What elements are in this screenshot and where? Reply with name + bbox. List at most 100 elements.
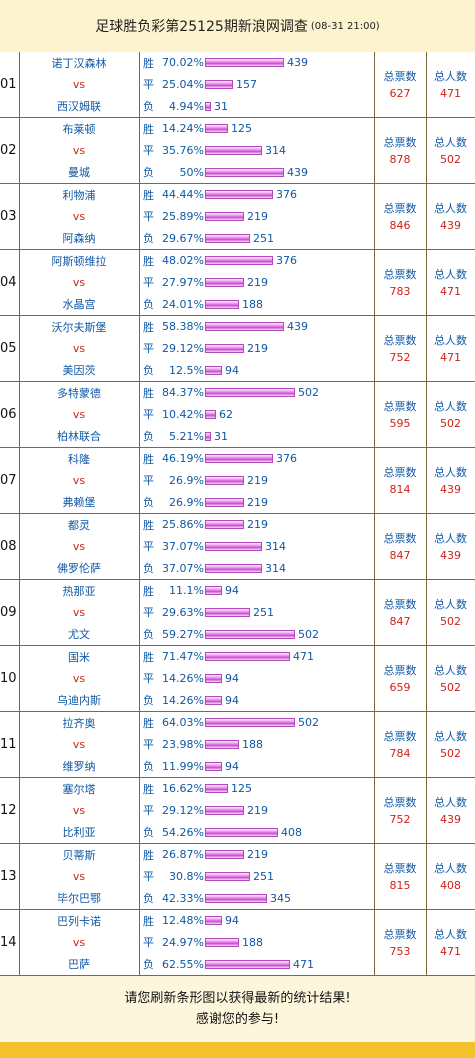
odds-label-draw: 平 bbox=[143, 342, 154, 356]
odds-block: 胜 25.86% 219 平 37.07% 314 负 37.07% bbox=[140, 514, 375, 579]
odds-line-lose: 负 42.33% 345 bbox=[140, 891, 374, 906]
odds-percent: 70.02% bbox=[162, 56, 204, 70]
vote-count: 251 bbox=[253, 605, 274, 619]
odds-line-win: 胜 26.87% 219 bbox=[140, 848, 374, 862]
vote-count: 94 bbox=[225, 759, 239, 773]
odds-label-lose: 负 bbox=[143, 826, 154, 840]
vs-label: vs bbox=[72, 209, 86, 223]
total-people-label: 总人数 bbox=[434, 333, 467, 347]
away-team: 西汉姆联 bbox=[57, 99, 101, 113]
odds-line-lose: 负 5.21% 31 bbox=[140, 429, 374, 444]
home-team: 阿斯顿维拉 bbox=[51, 255, 107, 269]
odds-line-draw: 平 10.42% 62 bbox=[140, 407, 374, 422]
vs-label: vs bbox=[72, 803, 86, 817]
total-people: 总人数 502 bbox=[426, 580, 475, 645]
match-number: 07 bbox=[0, 448, 20, 513]
odds-label-draw: 平 bbox=[143, 540, 154, 554]
home-team: 沃尔夫斯堡 bbox=[51, 321, 107, 335]
home-team: 诺丁汉森林 bbox=[51, 57, 107, 71]
total-people: 总人数 439 bbox=[426, 184, 475, 249]
match-number: 12 bbox=[0, 778, 20, 843]
vote-bar bbox=[205, 454, 273, 464]
odds-label-draw: 平 bbox=[143, 870, 154, 884]
vote-bar bbox=[205, 893, 267, 903]
vote-count: 188 bbox=[242, 737, 263, 751]
odds-percent: 64.03% bbox=[162, 716, 204, 730]
odds-line-win: 胜 11.1% 94 bbox=[140, 584, 374, 598]
odds-percent: 54.26% bbox=[162, 825, 204, 839]
odds-line-lose: 负 59.27% 502 bbox=[140, 627, 374, 642]
vote-bar-wrap bbox=[205, 520, 244, 530]
match-number: 13 bbox=[0, 844, 20, 909]
total-people-label: 总人数 bbox=[434, 597, 467, 611]
total-people-label: 总人数 bbox=[434, 69, 467, 83]
odds-percent: 71.47% bbox=[162, 650, 204, 664]
total-votes: 总票数 814 bbox=[374, 448, 427, 513]
vote-count: 439 bbox=[287, 56, 308, 70]
odds-line-lose: 负 24.01% 188 bbox=[140, 297, 374, 312]
away-team: 比利亚 bbox=[62, 825, 96, 839]
odds-line-draw: 平 35.76% 314 bbox=[140, 143, 374, 158]
match-teams: 多特蒙德 vs 柏林联合 bbox=[19, 382, 140, 447]
home-team: 都灵 bbox=[68, 519, 90, 533]
vote-count: 471 bbox=[293, 957, 314, 971]
odds-percent: 5.21% bbox=[169, 429, 204, 443]
thanks-notice: 感谢您的参与! bbox=[195, 1012, 280, 1027]
vote-bar bbox=[205, 827, 278, 837]
total-votes: 总票数 847 bbox=[374, 580, 427, 645]
vote-bar bbox=[205, 739, 239, 749]
vote-bar bbox=[205, 563, 262, 573]
away-team: 美因茨 bbox=[62, 363, 96, 377]
match-teams: 贝蒂斯 vs 毕尔巴鄂 bbox=[19, 844, 140, 909]
vote-bar bbox=[205, 233, 250, 243]
home-team: 布莱顿 bbox=[62, 123, 96, 137]
total-people: 总人数 502 bbox=[426, 118, 475, 183]
total-people-value: 439 bbox=[440, 218, 461, 232]
vote-bar bbox=[205, 718, 295, 728]
home-team: 贝蒂斯 bbox=[62, 849, 96, 863]
match-teams: 诺丁汉森林 vs 西汉姆联 bbox=[19, 52, 140, 117]
odds-block: 胜 11.1% 94 平 29.63% 251 负 59.27% bbox=[140, 580, 375, 645]
vote-bar bbox=[205, 211, 244, 221]
odds-label-draw: 平 bbox=[143, 276, 154, 290]
odds-label-lose: 负 bbox=[143, 364, 154, 378]
total-votes-label: 总票数 bbox=[383, 465, 417, 479]
vote-count: 439 bbox=[287, 165, 308, 179]
vote-count: 94 bbox=[225, 671, 239, 685]
odds-label-draw: 平 bbox=[143, 936, 154, 950]
match-row: 08 都灵 vs 佛罗伦萨 胜 25.86% 219 平 37.07% bbox=[0, 514, 475, 580]
odds-label-win: 胜 bbox=[143, 320, 154, 334]
vote-bar bbox=[205, 629, 295, 639]
odds-percent: 26.87% bbox=[162, 848, 204, 862]
odds-percent: 25.86% bbox=[162, 518, 204, 532]
match-teams: 利物浦 vs 阿森纳 bbox=[19, 184, 140, 249]
vs-label: vs bbox=[72, 341, 86, 355]
odds-line-draw: 平 23.98% 188 bbox=[140, 737, 374, 752]
odds-label-lose: 负 bbox=[143, 694, 154, 708]
odds-block: 胜 84.37% 502 平 10.42% 62 负 5.21% bbox=[140, 382, 375, 447]
total-votes-label: 总票数 bbox=[383, 69, 417, 83]
total-votes-value: 878 bbox=[389, 152, 411, 166]
match-row: 13 贝蒂斯 vs 毕尔巴鄂 胜 26.87% 219 平 30.8% bbox=[0, 844, 475, 910]
match-row: 02 布莱顿 vs 曼城 胜 14.24% 125 平 35.76% bbox=[0, 118, 475, 184]
odds-label-lose: 负 bbox=[143, 760, 154, 774]
vs-label: vs bbox=[72, 473, 86, 487]
survey-date: (08-31 21:00) bbox=[310, 20, 380, 32]
vote-count: 502 bbox=[298, 716, 319, 730]
odds-label-win: 胜 bbox=[143, 848, 154, 862]
vote-count: 94 bbox=[225, 363, 239, 377]
odds-percent: 14.26% bbox=[162, 693, 204, 707]
odds-percent: 25.04% bbox=[162, 77, 204, 91]
total-people-label: 总人数 bbox=[434, 267, 467, 281]
total-people-value: 471 bbox=[440, 284, 461, 298]
vote-bar-wrap bbox=[205, 916, 222, 926]
odds-block: 胜 12.48% 94 平 24.97% 188 负 62.55% bbox=[140, 910, 375, 975]
total-people: 总人数 471 bbox=[426, 316, 475, 381]
total-votes-label: 总票数 bbox=[383, 201, 417, 215]
match-teams: 热那亚 vs 尤文 bbox=[19, 580, 140, 645]
vote-bar-wrap bbox=[205, 871, 250, 881]
match-teams: 都灵 vs 佛罗伦萨 bbox=[19, 514, 140, 579]
odds-label-draw: 平 bbox=[143, 210, 154, 224]
total-votes: 总票数 847 bbox=[374, 514, 427, 579]
total-votes: 总票数 752 bbox=[374, 316, 427, 381]
